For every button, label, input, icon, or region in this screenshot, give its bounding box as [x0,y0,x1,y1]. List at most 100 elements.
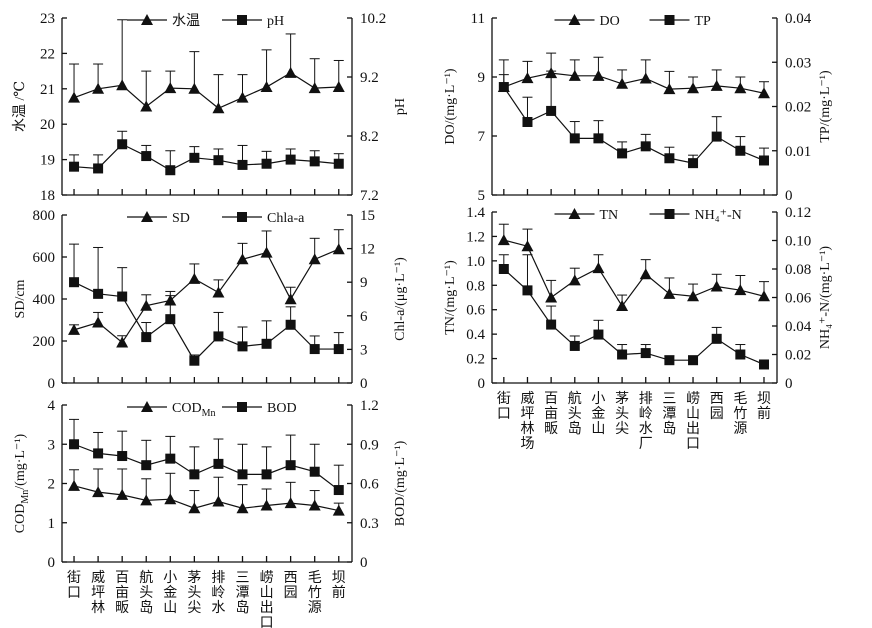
category-char: 竹 [733,406,747,422]
data-point-square [261,158,272,169]
y2-tick-label: 0.6 [360,477,379,493]
y-axis-label: 水温 /℃ [12,81,28,132]
series-square [69,130,344,176]
legend-label: 水温 [172,13,200,29]
category-char: 水 [639,421,653,437]
data-point-triangle [734,82,747,94]
category-char: 头 [187,585,201,601]
data-point-square [117,451,128,462]
data-point-square [165,314,176,325]
category-char: 山 [260,585,274,601]
y-tick-label: 11 [471,11,485,27]
data-point-square [569,340,580,351]
y-tick-label: 22 [40,46,55,62]
y-tick-label: 20 [40,117,55,133]
y2-axis-label: Chl-a/(μg·L⁻¹) [393,257,408,341]
data-point-triangle [92,486,105,498]
series-triangle [497,52,770,99]
y-tick-label: 9 [478,70,486,86]
data-point-square [69,439,80,450]
y-tick-label: 5 [478,188,486,204]
data-point-triangle [116,488,129,500]
series-line [73,443,340,491]
category-char: 畈 [544,421,558,437]
y2-tick-label: 0.04 [785,319,812,335]
category-char: 坪 [520,406,534,422]
legend-label: TP [695,14,712,29]
series-triangle [68,229,345,348]
subscript: Mn [20,490,31,504]
category-char: 源 [733,421,747,437]
data-point-triangle [568,274,581,286]
legend-square-icon [237,212,247,222]
data-point-square [189,152,200,163]
y-axis-label: DO/(mg·L⁻¹) [443,68,458,144]
data-point-triangle [568,69,581,81]
data-point-triangle [284,497,297,509]
text-part: COD [13,504,28,534]
category-char: 小 [591,391,605,407]
data-point-triangle [545,291,558,303]
y2-axis-label: BOD/(mg·L⁻¹) [393,440,408,526]
legend-triangle-icon [568,208,581,219]
category-char: 坝 [757,391,771,407]
data-point-triangle [236,502,249,514]
data-point-triangle [521,72,534,84]
y2-tick-label: 10.2 [360,11,386,27]
category-char: 岭 [639,406,653,422]
data-point-triangle [592,69,605,81]
y2-axis-label: NH₄⁺-N/(mg·L⁻¹) [818,246,833,350]
series-line [503,239,765,308]
category-char: 前 [332,584,346,601]
category-char: 亩 [115,584,129,601]
data-point-square [593,133,604,144]
data-point-square [617,148,628,159]
y2-tick-label: 0.02 [785,100,811,116]
data-point-square [333,158,344,169]
category-char: 威 [91,570,105,586]
y-tick-label: 0.2 [466,352,485,368]
data-point-square [309,344,320,355]
category-char: 坪 [91,585,105,601]
data-point-square [711,333,722,344]
x-category-label: 茅头尖 [187,570,201,616]
data-point-square [593,329,604,340]
x-category-label: 百亩畈 [544,391,558,437]
legend-label: CODMn [172,401,215,419]
legend-square-icon [664,209,675,219]
category-char: 头 [615,406,629,422]
x-category-label: 茅头尖 [615,391,629,437]
category-char: 茅 [615,391,629,407]
series-square [69,243,344,366]
data-point-square [735,145,746,156]
series-line [73,72,339,109]
data-point-square [237,159,248,170]
series-triangle [68,19,345,114]
category-char: 崂 [686,391,700,407]
category-char: 出 [686,421,700,437]
x-category-label: 西园 [710,392,724,422]
data-point-triangle [236,253,249,265]
data-point-triangle [592,262,605,274]
category-char: 茅 [187,570,201,586]
y-tick-label: 0 [48,555,56,571]
data-point-triangle [140,299,153,311]
y2-tick-label: 0.9 [360,437,379,453]
y-tick-label: 21 [40,82,55,98]
category-char: 山 [163,600,177,616]
category-char: 金 [163,585,177,601]
data-point-triangle [663,83,676,95]
y2-tick-label: 0.12 [785,205,811,221]
data-point-square [664,355,675,366]
data-point-square [117,139,128,150]
y-tick-label: 4 [48,398,56,414]
x-category-label: 三潭岛 [662,392,676,437]
series-triangle [497,223,770,312]
series-line [73,143,339,171]
legend-label: SD [172,211,190,226]
category-char: 厂 [639,437,653,452]
y2-tick-label: 0.08 [785,262,811,278]
data-point-square [688,158,699,169]
category-char: 林 [520,421,534,437]
y2-tick-label: 0.02 [785,348,811,364]
